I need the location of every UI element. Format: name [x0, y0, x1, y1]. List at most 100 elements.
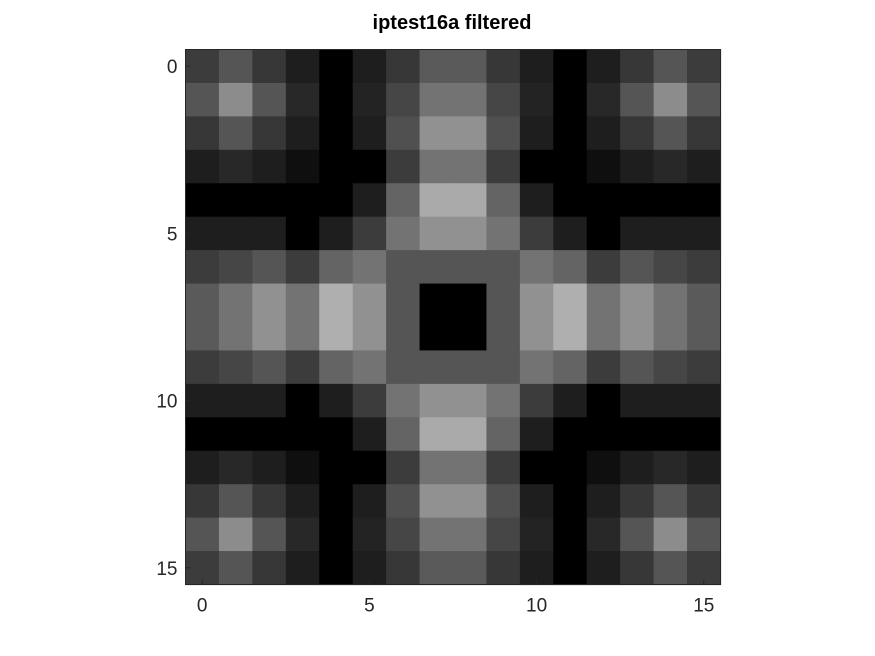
heatmap-cell: [519, 49, 554, 84]
plot-area-frame: [185, 49, 721, 585]
heatmap-cell: [185, 383, 220, 418]
heatmap-cell: [386, 484, 421, 519]
heatmap-cell: [687, 283, 722, 318]
heatmap-cell: [218, 450, 253, 485]
heatmap-cell: [519, 383, 554, 418]
heatmap-cell: [285, 517, 320, 552]
heatmap-cell: [252, 417, 287, 452]
heatmap-cell: [218, 250, 253, 285]
heatmap-cell: [218, 283, 253, 318]
heatmap-cell: [252, 283, 287, 318]
heatmap-cell: [453, 49, 488, 84]
heatmap-cell: [185, 183, 220, 218]
heatmap-cell: [586, 116, 621, 151]
heatmap-cell: [486, 317, 521, 352]
heatmap-cell: [419, 417, 454, 452]
heatmap-cell: [419, 250, 454, 285]
heatmap-cell: [185, 283, 220, 318]
heatmap-cell: [620, 283, 655, 318]
heatmap-cell: [352, 517, 387, 552]
heatmap-cell: [218, 551, 253, 586]
heatmap-cell: [352, 82, 387, 117]
heatmap-cell: [553, 517, 588, 552]
heatmap-cell: [386, 417, 421, 452]
heatmap-cell: [252, 517, 287, 552]
y-tick-label: 10: [156, 392, 177, 413]
heatmap-cell: [519, 250, 554, 285]
heatmap-cell: [285, 216, 320, 251]
heatmap-cell: [553, 450, 588, 485]
heatmap-cell: [453, 484, 488, 519]
heatmap-cell: [553, 49, 588, 84]
heatmap-cell: [586, 350, 621, 385]
heatmap-cell: [519, 517, 554, 552]
heatmap-cell: [486, 216, 521, 251]
heatmap-cell: [386, 82, 421, 117]
heatmap-cell: [252, 250, 287, 285]
x-tick-label: 15: [693, 596, 714, 617]
heatmap-cell: [453, 517, 488, 552]
heatmap-cell: [252, 216, 287, 251]
heatmap-cell: [319, 183, 354, 218]
heatmap-cell: [586, 517, 621, 552]
heatmap-cell: [285, 116, 320, 151]
heatmap-cell: [386, 517, 421, 552]
heatmap-cell: [553, 149, 588, 184]
heatmap-cell: [386, 149, 421, 184]
heatmap-cell: [586, 317, 621, 352]
heatmap-cell: [453, 216, 488, 251]
heatmap-cell: [352, 283, 387, 318]
heatmap-cell: [419, 450, 454, 485]
heatmap-cell: [453, 149, 488, 184]
heatmap-cell: [319, 49, 354, 84]
heatmap-cell: [586, 183, 621, 218]
heatmap-cell: [620, 183, 655, 218]
heatmap-cell: [419, 116, 454, 151]
heatmap-cell: [519, 283, 554, 318]
heatmap-cell: [285, 484, 320, 519]
heatmap-cell: [218, 149, 253, 184]
heatmap-cell: [218, 183, 253, 218]
heatmap-cell: [519, 82, 554, 117]
heatmap-cell: [486, 417, 521, 452]
y-tick-label: 15: [156, 559, 177, 580]
heatmap-cell: [218, 49, 253, 84]
heatmap-cell: [386, 450, 421, 485]
heatmap-cell: [586, 450, 621, 485]
heatmap-cell: [687, 383, 722, 418]
heatmap-cell: [285, 350, 320, 385]
heatmap-cell: [486, 82, 521, 117]
heatmap-cell: [486, 149, 521, 184]
heatmap-cell: [185, 417, 220, 452]
heatmap-cell: [653, 183, 688, 218]
heatmap-cell: [620, 417, 655, 452]
heatmap-cell: [386, 250, 421, 285]
heatmap-cell: [319, 517, 354, 552]
heatmap-cell: [185, 149, 220, 184]
heatmap-cell: [586, 216, 621, 251]
heatmap-cell: [285, 317, 320, 352]
heatmap-cell: [218, 484, 253, 519]
heatmap-cell: [453, 250, 488, 285]
heatmap-cell: [653, 417, 688, 452]
heatmap-cell: [653, 250, 688, 285]
heatmap-cell: [620, 350, 655, 385]
heatmap-cell: [319, 484, 354, 519]
heatmap-cell: [252, 383, 287, 418]
heatmap-cell: [620, 517, 655, 552]
heatmap-cell: [687, 350, 722, 385]
heatmap-cell: [653, 283, 688, 318]
heatmap-cell: [586, 49, 621, 84]
heatmap-cell: [319, 216, 354, 251]
heatmap-cell: [486, 383, 521, 418]
heatmap-cell: [252, 82, 287, 117]
heatmap-cell: [218, 383, 253, 418]
heatmap-cell: [386, 350, 421, 385]
heatmap-cell: [687, 216, 722, 251]
heatmap-cell: [185, 484, 220, 519]
heatmap-cell: [386, 283, 421, 318]
heatmap-cell: [453, 551, 488, 586]
chart-title: iptest16a filtered: [373, 12, 532, 34]
heatmap-cell: [687, 551, 722, 586]
heatmap-cell: [687, 82, 722, 117]
